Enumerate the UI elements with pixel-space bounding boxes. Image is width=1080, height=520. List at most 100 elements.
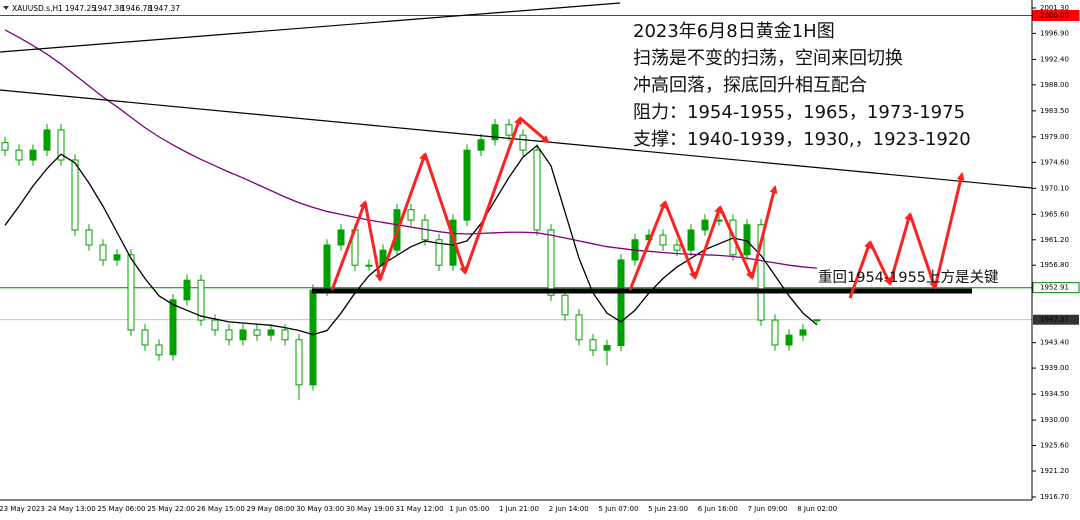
x-tick-label: 29 May 08:00: [246, 505, 294, 513]
candle-body: [491, 124, 499, 141]
x-tick-label: 1 Jun 05:00: [449, 505, 489, 513]
y-tick-label: 1974.60: [1040, 158, 1069, 166]
candle-body: [407, 209, 415, 221]
candle-body: [113, 254, 121, 261]
header-low: 1946.78: [121, 4, 152, 13]
annotation: 扫荡是不变的扫荡，空间来回切换: [633, 48, 903, 69]
x-tick-label: 30 May 19:00: [346, 505, 394, 513]
candle-body: [239, 329, 247, 341]
y-tick-label: 1921.20: [1040, 467, 1069, 475]
trend-line: [0, 2, 621, 53]
x-tick-label: 5 Jun 23:00: [648, 505, 688, 513]
candle-body: [1, 142, 9, 151]
y-tick-label: 1988.00: [1040, 81, 1069, 89]
header-close: 1947.37: [149, 4, 180, 13]
candle-body: [435, 239, 443, 266]
candle-body: [757, 224, 765, 321]
x-tick-label: 6 Jun 16:00: [698, 505, 738, 513]
level-label: 1952.91: [1040, 284, 1069, 292]
candle-body: [337, 229, 345, 246]
candle-body: [43, 129, 51, 151]
candle-body: [799, 329, 807, 336]
current-price-tag: [1033, 314, 1079, 325]
candle-body: [29, 149, 37, 161]
level-label: 2000.00: [1040, 11, 1069, 19]
candle-body: [183, 279, 191, 301]
header: XAUUSD.s,H1 1947.25 1947.38 1946.78 1947…: [3, 4, 180, 13]
candle-body: [379, 249, 387, 266]
key-note: 重回1954-1955上方是关键: [818, 269, 999, 286]
x-tick-label: 25 May 06:00: [97, 505, 145, 513]
candle-body: [813, 319, 821, 322]
candle-body: [309, 289, 317, 386]
candle-body: [267, 329, 275, 336]
y-tick-label: 1965.60: [1040, 210, 1069, 218]
candle-body: [365, 264, 373, 267]
y-tick-label: 1992.40: [1040, 55, 1069, 63]
candle-body: [687, 229, 695, 251]
candle-body: [99, 244, 107, 261]
candle-body: [519, 134, 527, 151]
header-open: 1947.25: [65, 4, 96, 13]
x-tick-label: 1 Jun 21:00: [499, 505, 539, 513]
plot-area: [0, 14, 1032, 400]
candle-body: [281, 329, 289, 341]
candle-body: [743, 224, 751, 256]
candle-body: [771, 319, 779, 346]
y-tick-label: 1956.80: [1040, 261, 1069, 269]
arrows: [330, 116, 965, 299]
candle-body: [463, 149, 471, 221]
candle-body: [15, 149, 23, 161]
y-tick-label: 1925.60: [1040, 442, 1069, 450]
y-tick-label: 1996.90: [1040, 29, 1069, 37]
x-tick-label: 25 May 22:00: [147, 505, 195, 513]
x-tick-label: 5 Jun 07:00: [598, 505, 638, 513]
x-tick-label: 7 Jun 09:00: [747, 505, 787, 513]
annotation: 2023年6月8日黄金1H图: [633, 21, 835, 42]
moving-average: [4, 29, 818, 269]
candle-body: [295, 339, 303, 386]
candle-body: [57, 129, 65, 161]
annotation: 冲高回落，探底回升相互配合: [633, 75, 867, 96]
candle-body: [505, 124, 513, 136]
candle-body: [617, 259, 625, 347]
candle-body: [673, 244, 681, 251]
candle-body: [659, 234, 667, 246]
candle-body: [71, 159, 79, 231]
y-tick-label: 1979.00: [1040, 133, 1069, 141]
candle-body: [253, 329, 261, 336]
candle-body: [197, 279, 205, 321]
header-high: 1947.38: [93, 4, 124, 13]
x-tick-label: 23 May 2023: [0, 505, 45, 513]
level-tag: [1032, 282, 1080, 294]
trend-line: [0, 89, 1033, 189]
x-tick-label: 26 May 15:00: [197, 505, 245, 513]
candle-body: [127, 254, 135, 331]
candle-body: [785, 334, 793, 346]
annotation: 阻力：1954-1955，1965，1973-1975: [633, 102, 965, 123]
y-tick-label: 2001.30: [1040, 4, 1069, 12]
candle-body: [323, 244, 331, 291]
candle-body: [211, 319, 219, 331]
candle-body: [533, 149, 541, 231]
annotation: 支撑：1940-1939，1930,，1923-1920: [633, 129, 971, 150]
level-tag: [1032, 9, 1080, 21]
candle-body: [225, 329, 233, 341]
moving-average: [4, 144, 818, 336]
x-tick-label: 2 Jun 14:00: [549, 505, 589, 513]
candle-body: [477, 139, 485, 151]
candle-body: [701, 219, 709, 231]
candle-body: [85, 229, 93, 246]
candle-body: [589, 339, 597, 351]
candle-body: [141, 329, 149, 346]
y-tick-label: 1983.50: [1040, 107, 1069, 115]
y-tick-label: 1970.10: [1040, 184, 1069, 192]
candle-body: [575, 314, 583, 341]
symbol: XAUUSD.s,H1: [12, 4, 63, 13]
y-tick-label: 1943.40: [1040, 339, 1069, 347]
candle-body: [169, 299, 177, 356]
y-tick-label: 1916.70: [1040, 493, 1069, 501]
y-tick-label: 1939.00: [1040, 364, 1069, 372]
